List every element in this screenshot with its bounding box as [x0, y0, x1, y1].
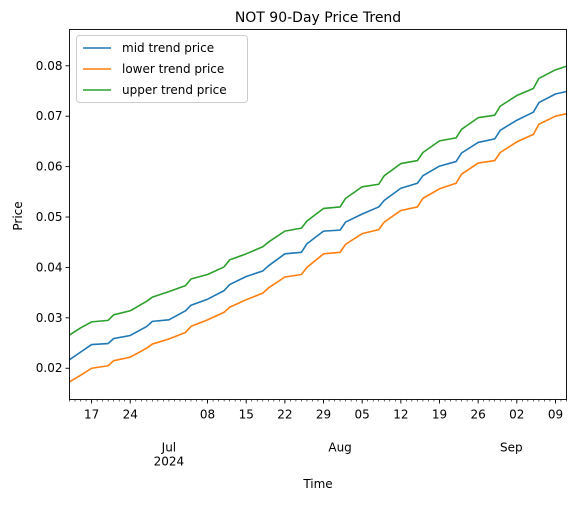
x-month-label: Sep	[500, 441, 523, 455]
x-tick-label: 26	[471, 408, 486, 422]
x-tick-label: 24	[123, 408, 138, 422]
series-line-mid-trend-price	[69, 90, 567, 361]
y-axis-label: Price	[11, 201, 25, 230]
y-tick-label: 0.08	[36, 59, 63, 73]
x-tick-label: 09	[548, 408, 563, 422]
y-tick-label: 0.07	[36, 109, 63, 123]
legend-label: mid trend price	[122, 41, 214, 55]
x-tick-label: 17	[84, 408, 99, 422]
series-group	[69, 65, 567, 383]
legend-label: upper trend price	[122, 83, 227, 97]
y-tick-label: 0.06	[36, 160, 63, 174]
x-tick-label: 22	[277, 408, 292, 422]
legend-box	[76, 35, 248, 103]
y-tick-label: 0.03	[36, 311, 63, 325]
x-tick-label: 02	[509, 408, 524, 422]
x-tick-label: 29	[316, 408, 331, 422]
x-tick-label: 05	[355, 408, 370, 422]
x-tick-label: 15	[239, 408, 254, 422]
series-line-upper-trend-price	[69, 65, 567, 336]
y-tick-label: 0.02	[36, 361, 63, 375]
y-tick-label: 0.05	[36, 210, 63, 224]
x-month-label: Jul 2024	[154, 441, 185, 469]
legend-label: lower trend price	[122, 62, 224, 76]
y-axis-ticks: 0.02 0.03 0.04 0.05 0.06 0.07 0.08	[36, 59, 70, 375]
x-tick-label: 08	[200, 408, 215, 422]
x-tick-label: 12	[393, 408, 408, 422]
plot-frame	[69, 29, 567, 400]
chart-title: NOT 90-Day Price Trend	[235, 10, 401, 26]
legend: mid trend price lower trend price upper tr…	[76, 35, 248, 103]
series-line-lower-trend-price	[69, 112, 567, 383]
x-axis-label: Time	[302, 477, 332, 491]
y-tick-label: 0.04	[36, 260, 63, 274]
x-month-label: Aug	[328, 441, 351, 455]
x-tick-label: 19	[432, 408, 447, 422]
x-axis-ticks: 17 24 Jul 2024 08 15 22 29 Aug 05 12 19 26 Sep 02 09	[69, 399, 567, 469]
